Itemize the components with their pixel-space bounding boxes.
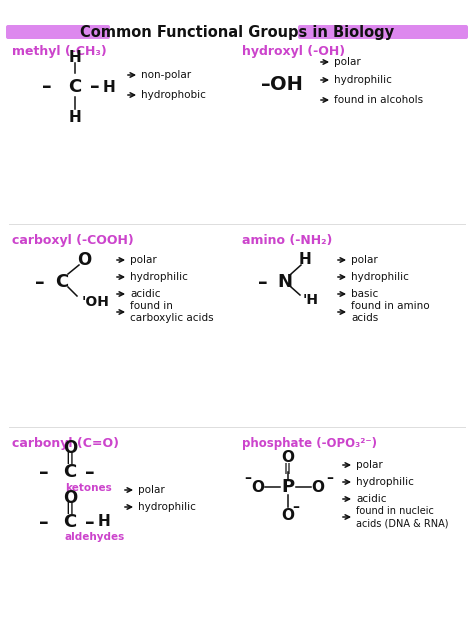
Text: ||: || [65,501,74,514]
Text: polar: polar [138,485,165,495]
Text: C: C [64,463,77,481]
Text: hydrophilic: hydrophilic [138,502,196,512]
Text: amino (-NH₂): amino (-NH₂) [242,234,332,247]
Text: H: H [103,80,115,94]
Text: –: – [261,74,271,94]
Text: –: – [39,512,49,532]
Text: –: – [42,78,52,96]
Text: C: C [68,78,82,96]
Text: ||: || [284,462,292,474]
Text: hydrophobic: hydrophobic [141,90,206,100]
Text: H: H [69,49,82,64]
Text: found in
carboxylic acids: found in carboxylic acids [130,301,214,323]
Text: 'H: 'H [303,293,319,307]
Text: basic: basic [351,289,378,299]
Text: polar: polar [334,57,361,67]
Text: N: N [277,273,292,291]
Text: hydrophilic: hydrophilic [130,272,188,282]
Text: ketones: ketones [65,483,112,493]
Text: –: – [258,272,268,291]
Text: phosphate (-OPO₃²⁻): phosphate (-OPO₃²⁻) [242,437,377,450]
Text: –: – [292,500,300,514]
Text: O: O [63,489,77,507]
Text: –: – [245,471,252,485]
Text: hydrophilic: hydrophilic [351,272,409,282]
Text: P: P [282,478,294,496]
Text: polar: polar [356,460,383,470]
Text: 'OH: 'OH [82,295,110,309]
FancyBboxPatch shape [6,25,110,39]
Text: hydroxyl (-OH): hydroxyl (-OH) [242,45,345,58]
Text: methyl (-CH₃): methyl (-CH₃) [12,45,107,58]
Text: C: C [64,513,77,531]
Text: H: H [299,252,311,268]
Text: non-polar: non-polar [141,70,191,80]
Text: found in amino
acids: found in amino acids [351,301,429,323]
Text: O: O [252,480,264,494]
Text: O: O [63,439,77,457]
Text: H: H [69,110,82,125]
Text: –: – [39,462,49,482]
Text: carboxyl (-COOH): carboxyl (-COOH) [12,234,134,247]
Text: hydrophilic: hydrophilic [356,477,414,487]
Text: O: O [311,480,325,494]
Text: –: – [90,78,100,96]
Text: –: – [327,471,334,485]
Text: O: O [282,507,294,523]
Text: polar: polar [351,255,378,265]
Text: acidic: acidic [130,289,161,299]
Text: H: H [98,514,110,530]
Text: carbonyl (C=O): carbonyl (C=O) [12,437,119,450]
Text: acidic: acidic [356,494,386,504]
Text: –: – [85,462,95,482]
Text: O: O [77,251,91,269]
Text: found in nucleic
acids (DNA & RNA): found in nucleic acids (DNA & RNA) [356,506,448,528]
Text: –: – [85,512,95,532]
Text: OH: OH [270,74,302,94]
Text: polar: polar [130,255,157,265]
Text: aldehydes: aldehydes [65,532,125,542]
Text: O: O [282,449,294,465]
Text: Common Functional Groups in Biology: Common Functional Groups in Biology [80,24,394,40]
Text: C: C [55,273,69,291]
Text: –: – [35,272,45,291]
FancyBboxPatch shape [298,25,468,39]
Text: hydrophilic: hydrophilic [334,75,392,85]
Text: ||: || [65,451,74,465]
Text: found in alcohols: found in alcohols [334,95,423,105]
